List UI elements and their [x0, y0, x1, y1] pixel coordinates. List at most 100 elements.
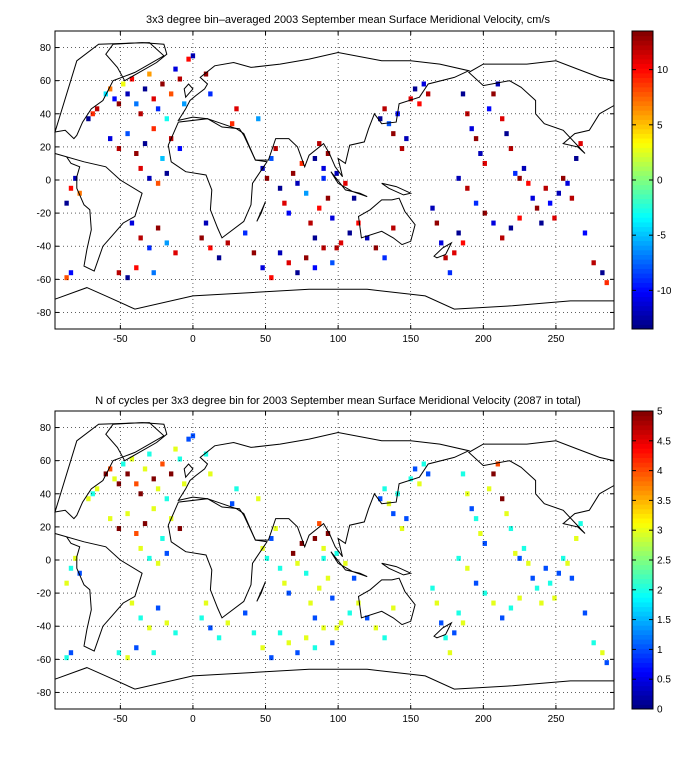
heatmap-cell — [182, 481, 187, 487]
heatmap-cell — [530, 195, 535, 201]
heatmap-cell — [364, 235, 370, 241]
x-tick-label: 200 — [475, 714, 492, 725]
colorbar-segment — [632, 597, 653, 603]
heatmap-cell — [290, 550, 296, 556]
colorbar-segment — [632, 324, 653, 330]
colorbar-segment — [632, 634, 653, 640]
heatmap-cell — [321, 555, 326, 561]
heatmap-cell — [312, 535, 318, 541]
coastline — [381, 562, 413, 576]
heatmap-cell — [456, 230, 461, 236]
heatmap-cell — [116, 146, 122, 152]
heatmap-cell — [229, 501, 235, 507]
heatmap-cell — [73, 175, 78, 181]
heatmap-cell — [417, 101, 422, 107]
heatmap-cell — [107, 86, 113, 92]
heatmap-cell — [486, 486, 492, 492]
y-tick-label: 40 — [40, 109, 52, 120]
heatmap-cell — [269, 155, 274, 161]
heatmap-cell — [565, 180, 570, 186]
heatmap-cell — [155, 106, 161, 112]
heatmap-cell — [68, 565, 74, 571]
heatmap-cell — [600, 270, 605, 276]
heatmap-cell — [125, 275, 130, 281]
heatmap-cell — [317, 205, 322, 211]
x-tick-label: 50 — [260, 334, 272, 345]
colorbar-segment — [632, 648, 653, 654]
colorbar-segment — [632, 518, 653, 524]
heatmap-cell — [151, 650, 156, 656]
heatmap-cell — [491, 220, 496, 226]
heatmap-cell — [164, 240, 169, 246]
colorbar-segment — [632, 72, 653, 79]
heatmap-cell — [64, 275, 69, 281]
heatmap-cell — [517, 595, 522, 601]
colorbar-segment — [632, 499, 653, 505]
heatmap-cell — [460, 91, 466, 97]
heatmap-cell — [543, 565, 548, 571]
heatmap-cell — [473, 580, 479, 586]
coastline — [183, 463, 194, 479]
heatmap-cell — [138, 545, 143, 551]
x-tick-label: 100 — [330, 714, 347, 725]
colorbar-segment — [632, 156, 653, 162]
x-tick-label: 0 — [190, 714, 196, 725]
heatmap-cell — [312, 645, 318, 651]
heatmap-cell — [256, 496, 261, 502]
heatmap-cell — [260, 645, 265, 651]
heatmap-cell — [330, 595, 335, 601]
heatmap-cell — [116, 270, 122, 276]
heatmap-cell — [216, 635, 222, 641]
colorbar-segment — [632, 198, 653, 204]
colorbar-segment — [632, 77, 653, 83]
y-tick-label: -20 — [37, 209, 52, 220]
heatmap-cell — [565, 560, 570, 566]
heatmap-cell — [173, 250, 178, 256]
coastline — [54, 422, 165, 520]
coastline — [357, 577, 416, 626]
coastline — [167, 498, 268, 619]
heatmap-cell — [334, 245, 339, 251]
heatmap-cell — [125, 655, 130, 661]
heatmap-cell — [456, 555, 461, 561]
colorbar-segment — [632, 434, 653, 440]
colorbar-segment — [632, 424, 653, 431]
colorbar-segment — [632, 128, 653, 134]
heatmap-cell — [186, 436, 191, 442]
colorbar-segment — [632, 420, 653, 426]
colorbar-segment — [632, 555, 653, 561]
colorbar-tick-label: 0 — [657, 705, 663, 716]
heatmap-cell — [125, 91, 130, 97]
heatmap-cell — [286, 260, 291, 266]
x-tick-label: -50 — [113, 714, 128, 725]
heatmap-cell — [500, 116, 505, 122]
colorbar-segment — [632, 527, 653, 533]
heatmap-cell — [142, 521, 148, 527]
heatmap-cell — [351, 195, 357, 201]
heatmap-cell — [434, 600, 440, 606]
heatmap-cell — [77, 570, 82, 576]
colorbar-tick-label: -10 — [657, 286, 672, 297]
heatmap-cell — [269, 655, 274, 661]
colorbar-segment — [632, 620, 653, 626]
heatmap-cell — [378, 496, 383, 502]
heatmap-cell — [64, 655, 69, 661]
heatmap-cell — [539, 600, 544, 606]
coastline — [54, 42, 165, 140]
heatmap-cell — [604, 280, 609, 286]
heatmap-cell — [491, 600, 496, 606]
colorbar-segment — [632, 305, 653, 311]
colorbar-segment — [632, 49, 653, 55]
colorbar-1: 10 5 0 -5 -10 — [631, 30, 672, 330]
colorbar-segment — [632, 319, 653, 325]
colorbar-segment — [632, 291, 653, 297]
y-tick-label: -60 — [37, 655, 52, 666]
colorbar-segment — [632, 457, 653, 463]
heatmap-cell — [312, 265, 318, 271]
heatmap-cell — [121, 81, 126, 87]
colorbar-segment — [632, 217, 653, 223]
heatmap-cell — [447, 650, 453, 656]
heatmap-cell — [147, 175, 152, 181]
heatmap-cell — [125, 471, 130, 477]
heatmap-cell — [508, 605, 514, 611]
